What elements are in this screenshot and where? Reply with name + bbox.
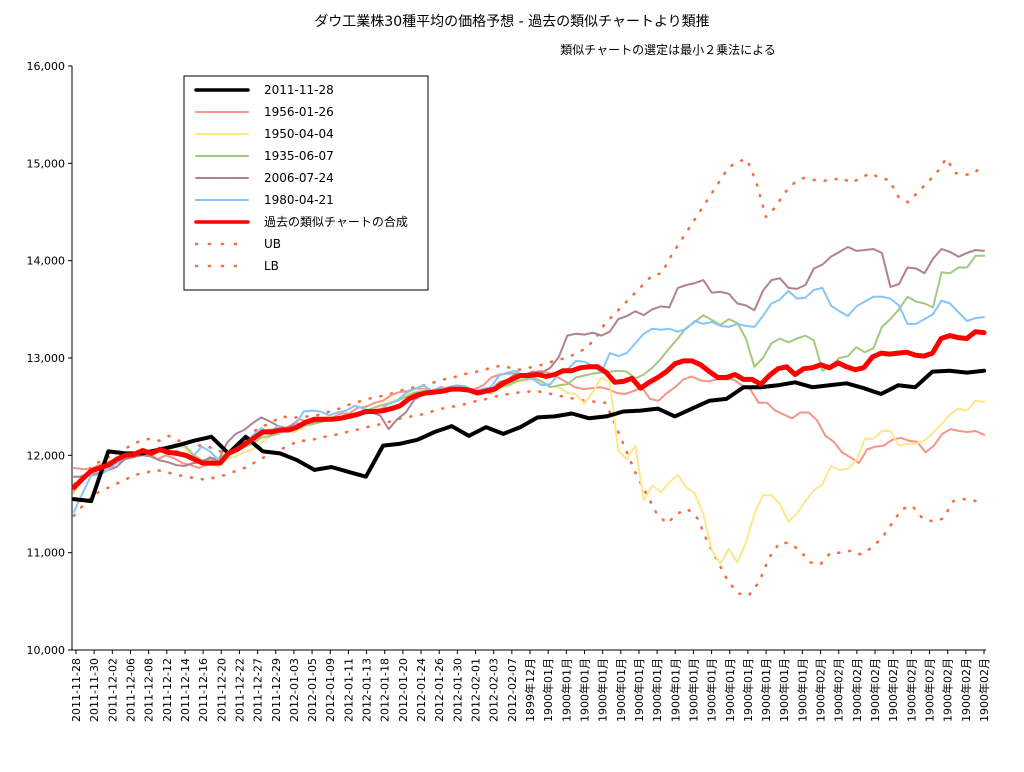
- x-tick-label: 2012-01-09: [324, 658, 337, 722]
- x-tick-label: 2011-12-27: [252, 658, 265, 722]
- x-tick-label: 1900年01月: [705, 658, 719, 722]
- x-tick-label: 1900年01月: [614, 658, 628, 722]
- x-tick-label: 1900年02月: [814, 658, 828, 722]
- x-tick-label: 1900年02月: [977, 658, 991, 722]
- x-tick-label: 2011-12-12: [161, 658, 174, 722]
- x-tick-label: 1900年01月: [795, 658, 809, 722]
- series-line-6: [71, 329, 987, 490]
- x-tick-label: 2012-02-03: [488, 658, 501, 722]
- x-tick-label: 1900年01月: [777, 658, 791, 722]
- x-tick-label: 1900年01月: [723, 658, 737, 722]
- chart-subtitle: 類似チャートの選定は最小２乗法による: [560, 42, 776, 57]
- x-tick-label: 2011-12-06: [124, 658, 137, 722]
- x-tick-label: 1900年01月: [541, 658, 555, 722]
- x-tick-label: 1900年02月: [868, 658, 882, 722]
- band-line-1: [72, 389, 986, 597]
- x-tick-label: 1900年01月: [559, 658, 573, 722]
- y-tick-label: 12,000: [27, 449, 66, 462]
- x-tick-label: 1900年01月: [577, 658, 591, 722]
- x-tick-label: 2012-01-30: [451, 658, 464, 722]
- legend-label: 1956-01-26: [264, 105, 334, 119]
- x-tick-label: 1900年01月: [650, 658, 664, 722]
- x-tick-label: 2011-12-14: [179, 658, 192, 722]
- x-tick-label: 2011-12-08: [143, 658, 156, 722]
- y-axis: 10,000 11,000 12,000 13,000 14,000 15,000 16,0…: [27, 60, 73, 657]
- x-tick-label: 2011-12-22: [233, 658, 246, 722]
- legend-label: 1935-06-07: [264, 149, 334, 163]
- x-tick-label: 1900年02月: [850, 658, 864, 722]
- series-line-0: [72, 368, 986, 504]
- x-tick-label: 1900年01月: [686, 658, 700, 722]
- x-tick-label: 2011-12-02: [106, 658, 119, 722]
- x-tick-label: 2012-01-11: [342, 658, 355, 722]
- x-tick-label: 2011-12-29: [270, 658, 283, 722]
- x-tick-label: 1900年02月: [941, 658, 955, 722]
- legend: 2011-11-28 1956-01-26 1950-04-04 1935-06-07…: [183, 75, 429, 291]
- x-tick-label: 1900年01月: [759, 658, 773, 722]
- y-tick-label: 16,000: [27, 60, 66, 73]
- x-tick-label: 2012-01-18: [379, 658, 392, 722]
- x-tick-label: 2012-01-03: [288, 658, 301, 722]
- x-tick-label: 2011-12-20: [215, 658, 228, 722]
- legend-label: UB: [264, 237, 281, 251]
- chart-title: ダウ工業株30種平均の価格予想 - 過去の類似チャートより類推: [314, 14, 709, 30]
- x-tick-label: 2012-02-01: [470, 658, 483, 722]
- y-tick-label: 13,000: [27, 352, 66, 365]
- x-tick-label: 1900年02月: [923, 658, 937, 722]
- x-tick-label: 2012-02-07: [506, 658, 519, 722]
- x-tick-label: 2011-12-16: [197, 658, 210, 722]
- band-line-0: [72, 157, 986, 486]
- x-tick-label: 2012-01-13: [361, 658, 374, 722]
- y-tick-label: 15,000: [27, 157, 66, 170]
- legend-label: 過去の類似チャートの合成: [264, 214, 408, 229]
- x-tick-label: 1900年02月: [886, 658, 900, 722]
- x-tick-label: 1900年02月: [959, 658, 973, 722]
- x-tick-label: 1900年02月: [904, 658, 918, 722]
- series-layer: [71, 157, 987, 597]
- y-tick-label: 14,000: [27, 255, 66, 268]
- x-tick-label: 1900年01月: [632, 658, 646, 722]
- x-tick-label: 2012-01-24: [415, 658, 428, 722]
- x-tick-label: 2012-01-05: [306, 658, 319, 722]
- legend-label: LB: [264, 259, 279, 273]
- x-tick-label: 1900年02月: [832, 658, 846, 722]
- legend-label: 2011-11-28: [264, 83, 334, 97]
- x-tick-label: 2011-11-28: [70, 658, 83, 722]
- x-tick-label: 2012-01-26: [433, 658, 446, 722]
- x-tick-label: 1899年12月: [523, 658, 537, 722]
- y-tick-label: 11,000: [27, 547, 66, 560]
- x-tick-label: 1900年01月: [596, 658, 610, 722]
- legend-label: 1980-04-21: [264, 193, 334, 207]
- x-tick-label: 1900年01月: [668, 658, 682, 722]
- x-tick-label: 1900年01月: [741, 658, 755, 722]
- legend-label: 1950-04-04: [264, 127, 334, 141]
- y-tick-label: 10,000: [27, 644, 66, 657]
- x-axis: 2011-11-28 2011-11-30 2011-12-02 2011-12-06…: [70, 649, 991, 722]
- x-tick-label: 2012-01-20: [397, 658, 410, 722]
- legend-label: 2006-07-24: [264, 171, 334, 185]
- x-tick-label: 2011-11-30: [88, 658, 101, 722]
